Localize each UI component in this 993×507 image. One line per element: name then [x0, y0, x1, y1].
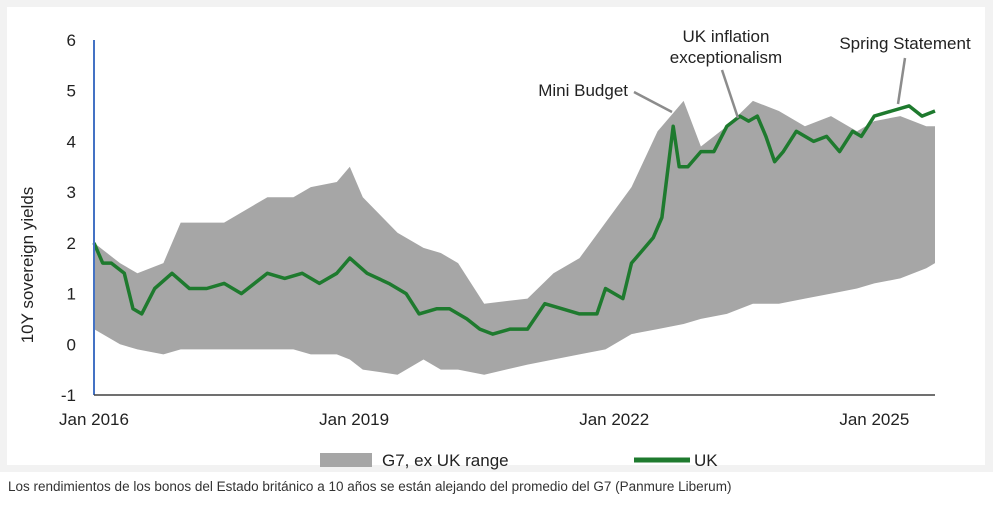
legend: G7, ex UK range UK — [320, 451, 718, 470]
y-axis-label: 10Y sovereign yields — [18, 187, 37, 344]
y-tick-label: 1 — [67, 285, 76, 304]
g7-range-area — [94, 100, 935, 375]
legend-label-range: G7, ex UK range — [382, 451, 509, 470]
annotation-label: UK inflation — [683, 27, 770, 46]
annotation-leader — [633, 90, 673, 114]
g7-range-band — [94, 100, 935, 375]
y-tick-label: 4 — [67, 132, 76, 151]
x-tick-label: Jan 2019 — [319, 410, 389, 429]
y-tick-label: -1 — [61, 386, 76, 405]
y-tick-label: 0 — [67, 335, 76, 354]
y-tick-label: 2 — [67, 234, 76, 253]
axes: 6 5 4 3 2 1 0 -1 Jan 2016 Jan 2019 Jan 2022 Jan 202… — [59, 31, 935, 429]
uk-yield-line-group — [92, 104, 936, 336]
y-tick-label: 3 — [67, 183, 76, 202]
x-tick-label: Jan 2025 — [839, 410, 909, 429]
annotation-label: Spring Statement — [839, 34, 971, 53]
x-tick-label: Jan 2016 — [59, 410, 129, 429]
annotations: Mini Budget UK inflation exceptionalism Spr… — [538, 27, 971, 119]
legend-swatch-range — [320, 453, 372, 467]
annotation-leader — [720, 69, 740, 119]
annotation-label: exceptionalism — [670, 48, 782, 67]
annotation-leader — [896, 57, 907, 105]
figure-caption: Los rendimientos de los bonos del Estado… — [8, 479, 732, 494]
x-tick-label: Jan 2022 — [579, 410, 649, 429]
legend-label-uk: UK — [694, 451, 718, 470]
y-tick-label: 6 — [67, 31, 76, 50]
y-tick-label: 5 — [67, 82, 76, 101]
annotation-label: Mini Budget — [538, 81, 628, 100]
uk-yield-line — [92, 104, 936, 336]
